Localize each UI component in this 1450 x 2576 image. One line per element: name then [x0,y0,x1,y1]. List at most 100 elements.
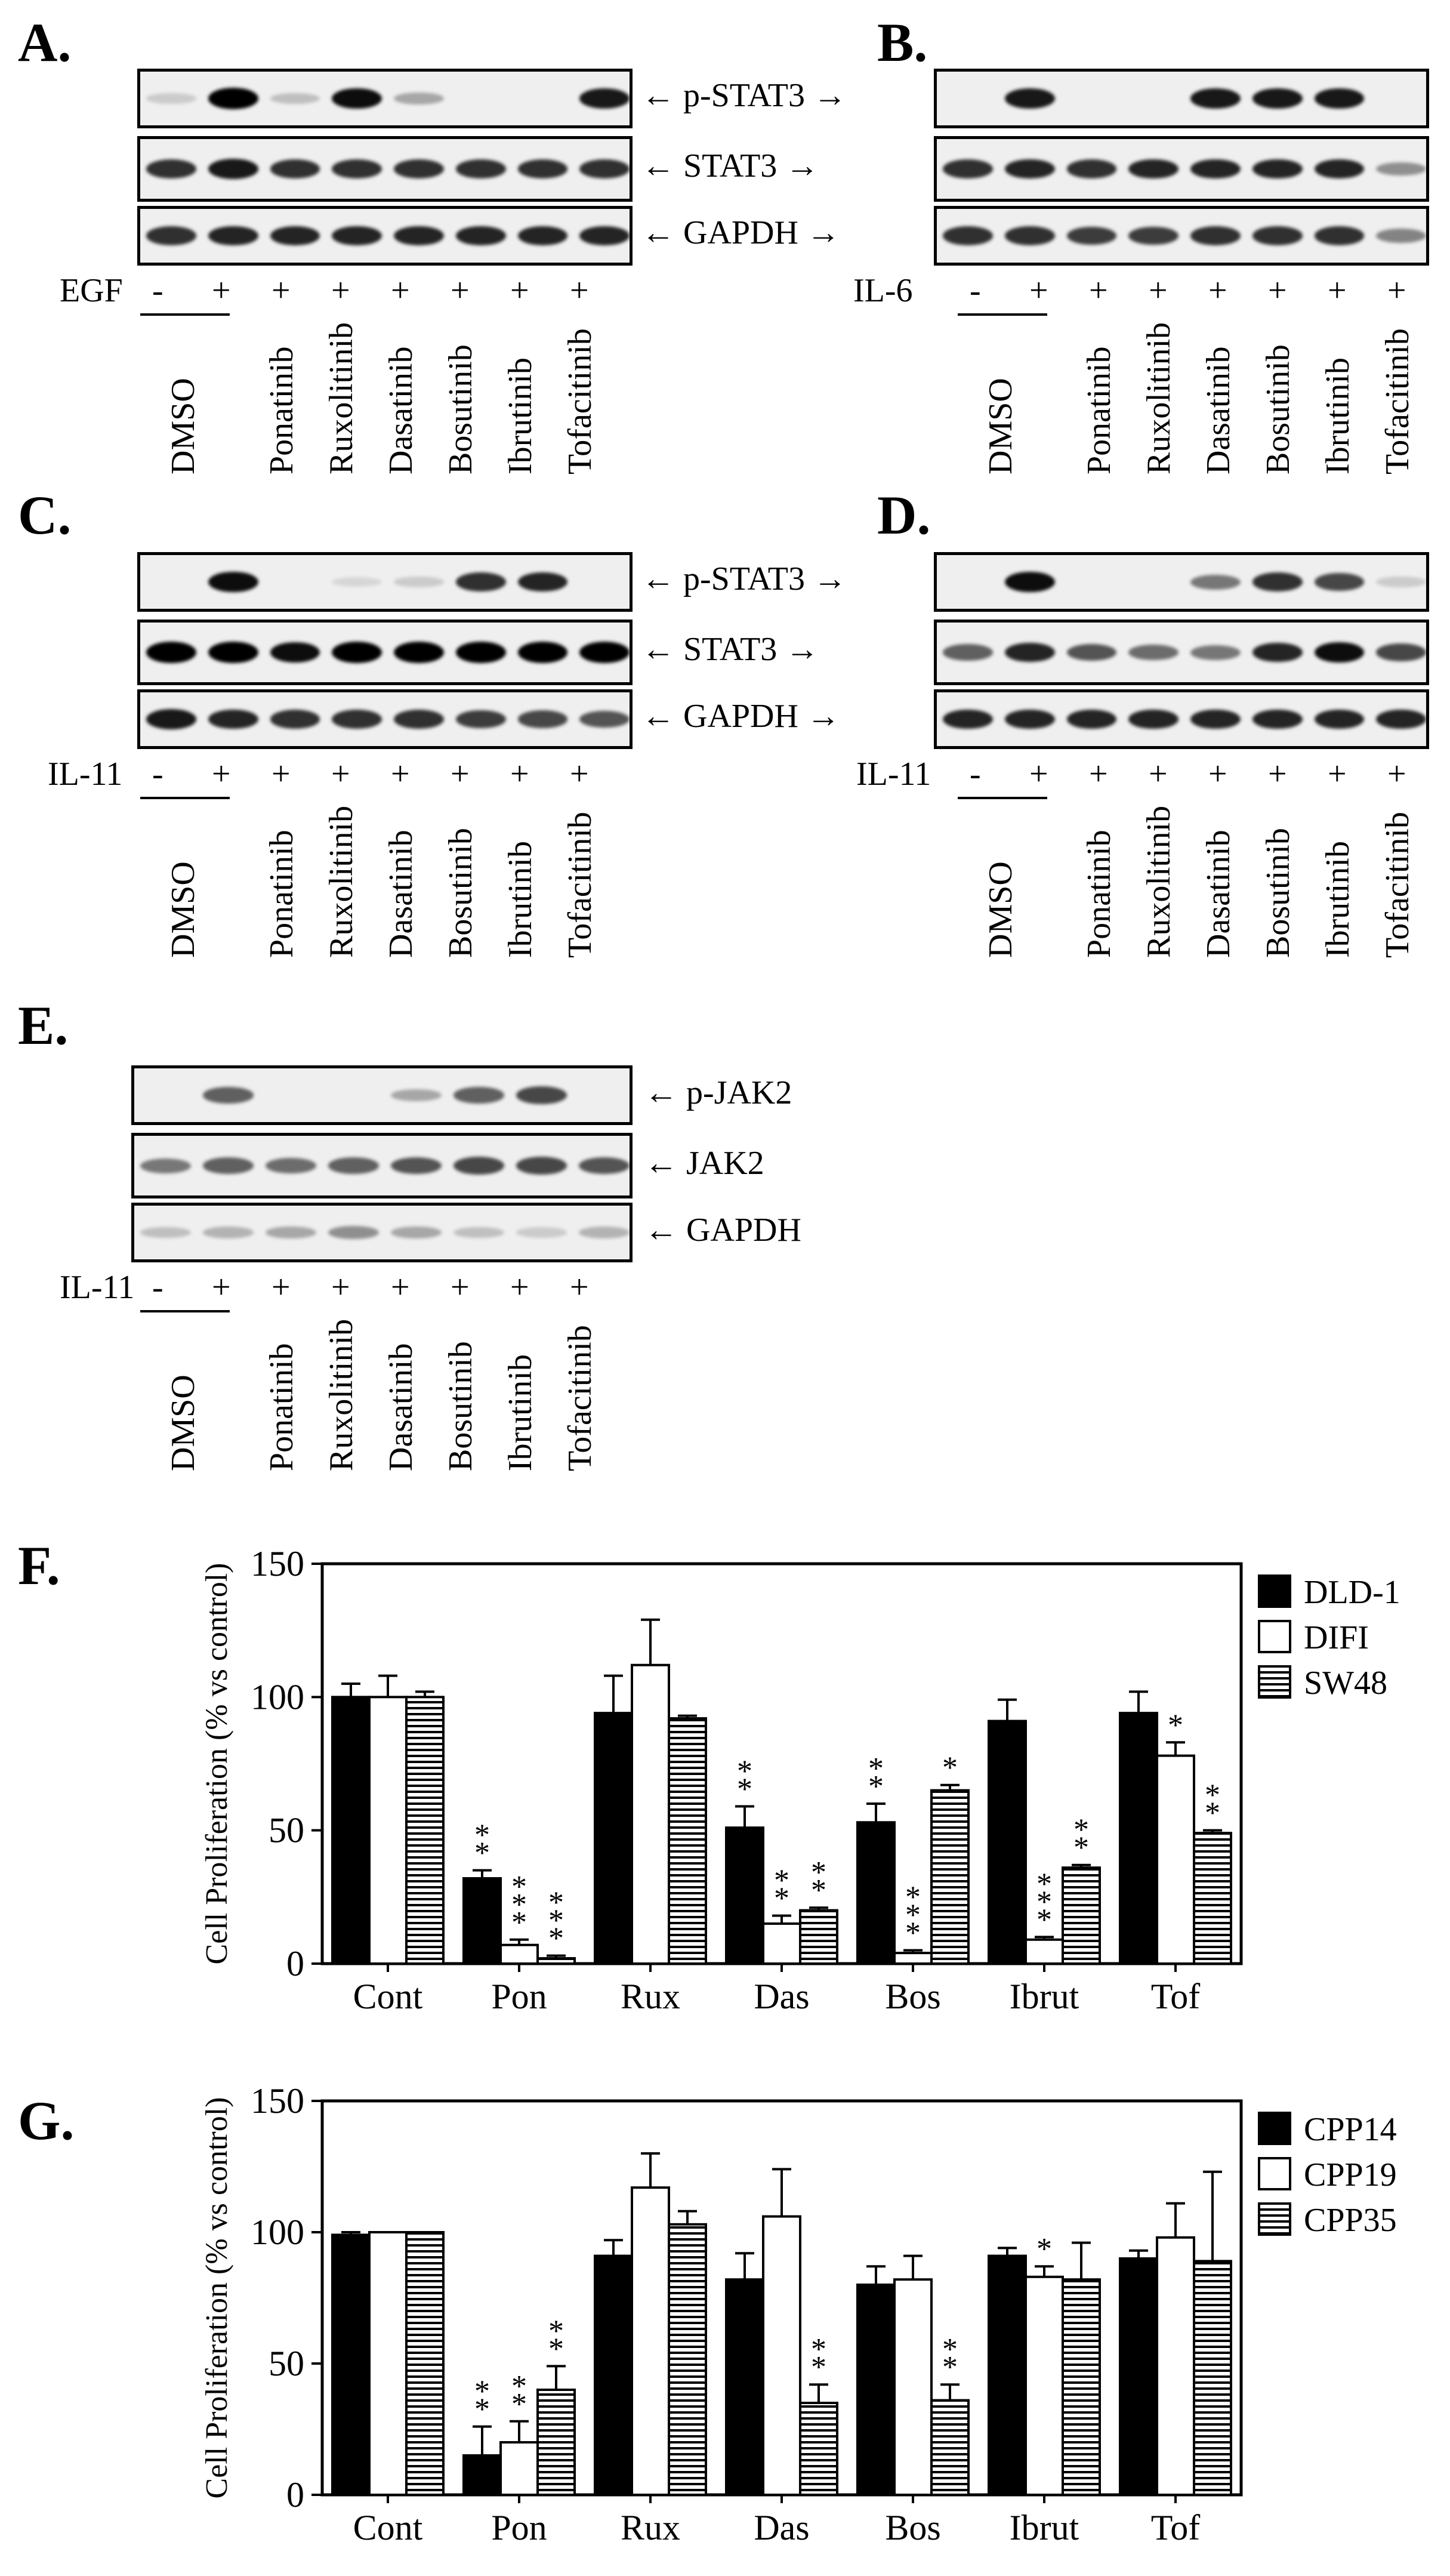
y-tick-label: 100 [251,1677,304,1717]
lane-sign: - [970,756,981,793]
significance-star: * [474,1819,490,1853]
blot-band [1376,577,1426,587]
blot-band [146,159,196,178]
legend-swatch [1258,2112,1291,2145]
lane-sign: + [1029,756,1048,793]
blot-band [516,1227,567,1238]
lane-label: Ibrutinib [502,358,539,474]
bar-sw48 [799,1909,838,1965]
arrow-right-icon: → [798,698,840,735]
significance-star: * [942,2350,958,2384]
bar-cpp35 [405,2231,445,2496]
blot-band [394,92,444,105]
significance-star: * [511,2387,527,2421]
lane-sign: + [331,756,350,793]
blot-strip-c-0 [137,552,633,612]
blot-band [579,642,630,663]
blot-band [203,1157,254,1174]
blot-band [332,159,382,178]
y-axis-label: Cell Proliferation (% vs control) [200,2097,234,2499]
lane-label: DMSO [982,378,1019,474]
lane-sign: + [212,1269,231,1306]
blot-band [1252,572,1303,591]
significance-star: * [511,2369,527,2404]
significance-star: * [511,1888,527,1922]
lane-sign: + [1149,756,1168,793]
arrow-left-icon: ← [644,1212,686,1249]
blot-band [516,1157,567,1175]
bar-cpp14 [856,2284,896,2496]
significance-star: * [511,1906,527,1940]
x-tick-label: Cont [353,1977,423,2016]
arrow-right-icon: → [804,560,847,597]
blot-band [270,93,320,104]
bar-dld-1 [331,1696,371,1965]
lane-sign: + [1208,272,1227,309]
lane-label: Ibrutinib [1319,841,1356,958]
lane-sign: + [1029,272,1048,309]
lane-sign: + [451,756,470,793]
blot-band [453,1157,504,1175]
band-name: p-STAT3 [683,77,805,114]
significance-star: * [1036,1903,1052,1937]
blot-band [1190,226,1241,245]
lane-label: Tofacitinib [1379,328,1416,474]
bar-chart-f: 0 50 100 150 Cell Proliferation (% vs contro… [200,1544,1400,2016]
blot-band [943,226,993,245]
blot-band [1004,642,1055,663]
arrow-right-icon: → [804,77,847,114]
legend-label: DIFI [1304,1619,1369,1656]
significance-star: * [737,1754,752,1788]
lane-sign: + [1268,756,1287,793]
lane-sign: + [570,756,589,793]
y-tick-label: 0 [286,1944,304,1983]
lane-label: Bosutinib [1260,828,1297,958]
blot-band [146,642,196,663]
bar-difi [762,1922,801,1965]
band-name: p-STAT3 [683,560,805,597]
lane-label: DMSO [165,861,202,958]
lane-sign: + [1387,272,1406,309]
lane-sign: + [212,756,231,793]
blot-band [332,88,382,109]
panel-letter-f: F. [18,1535,60,1596]
legend-label: SW48 [1304,1665,1387,1702]
blot-band [1128,709,1178,729]
bar-sw48 [536,1957,576,1965]
lane-label: Ponatinib [1081,830,1118,958]
blot-strip-b-0 [934,69,1429,128]
bar-cpp14 [725,2278,764,2496]
blot-band [1066,709,1117,729]
bar-dld-1 [594,1712,633,1965]
blot-band [1252,159,1303,179]
stimulus-label-a: EGF [60,272,123,309]
blot-strip-d-0 [934,552,1429,612]
blot-band [455,159,506,178]
band-label-e-2: ← GAPDH [644,1211,801,1249]
lane-label: DMSO [165,1375,202,1471]
blot-band [455,226,506,246]
panel-letter-a: A. [18,12,72,73]
blot-band [579,1157,630,1175]
panel-letter-c: C. [18,485,72,546]
lane-sign: + [272,756,291,793]
blot-band [943,159,993,178]
band-label-e-0: ← p-JAK2 [644,1074,792,1112]
blot-band [332,642,382,663]
bar-sw48 [1193,1832,1232,1965]
blot-band [1314,709,1365,729]
blot-strip-a-2 [137,206,633,266]
x-tick-label: Pon [491,2508,547,2547]
y-axis-label: Cell Proliferation (% vs control) [200,1563,234,1965]
lane-label: Dasatinib [382,830,419,958]
bar-cpp19 [631,2186,670,2496]
significance-star: * [942,2332,958,2367]
significance-star: * [905,1899,921,1933]
band-name: STAT3 [683,147,778,184]
y-tick-label: 50 [269,2344,304,2383]
bar-dld-1 [1119,1712,1158,1965]
blot-band [332,710,382,729]
blot-band [270,710,320,729]
blot-band [394,642,444,663]
blot-band [1314,573,1365,591]
